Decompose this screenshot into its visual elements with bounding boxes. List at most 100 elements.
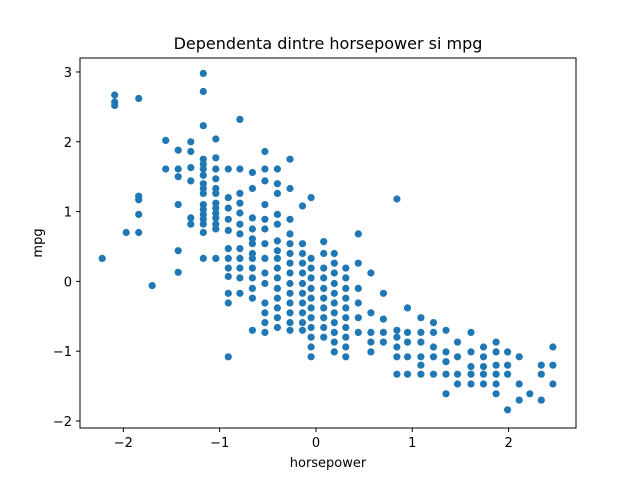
data-point [273,237,281,245]
data-point [273,189,281,197]
data-point [111,101,119,110]
data-point [224,254,232,262]
data-point [393,333,401,341]
data-point [261,225,269,233]
data-point [135,196,143,204]
plot-frame [79,57,577,429]
data-point [354,314,362,322]
data-point [467,363,475,371]
data-point [403,328,412,336]
data-point [298,240,307,248]
data-point [342,274,350,282]
data-point [320,304,328,312]
data-point [320,264,328,272]
data-point [403,370,412,378]
data-point [174,247,182,255]
data-point [403,353,412,361]
data-point [307,304,315,312]
data-point [549,380,557,388]
data-point [248,225,256,233]
data-point [298,289,307,297]
data-point [298,299,307,307]
data-point [187,147,195,156]
data-point [307,274,315,282]
data-point [261,254,269,262]
data-point [236,220,244,228]
x-tick-label: 1 [408,436,416,451]
data-point [393,195,401,203]
data-point [199,122,207,130]
data-point [298,202,307,210]
data-point [504,370,512,378]
data-point [212,225,220,233]
data-point [467,370,475,378]
data-point [492,338,500,346]
data-point [330,299,338,307]
data-point [286,326,294,334]
data-point [273,264,281,272]
chart-title: Dependenta dintre horsepower si mpg [174,34,483,53]
data-point [342,284,350,292]
data-point [286,309,294,317]
data-point [248,274,256,282]
data-point [286,249,294,258]
data-point [174,165,182,173]
data-point [515,353,523,361]
x-tick-label: 2 [504,436,512,451]
data-point [224,264,232,272]
y-tick-label: 2 [64,136,72,151]
x-axis: −2 −1 0 1 2 [114,428,513,451]
data-point [320,294,328,302]
data-point [298,269,307,277]
data-point [330,259,338,267]
data-point [174,268,182,276]
data-point [199,165,207,173]
data-point [417,338,425,346]
data-point [236,165,244,173]
data-point [537,396,545,404]
data-point [429,328,438,336]
data-point [307,343,315,351]
data-point [236,189,244,197]
data-point [354,284,362,292]
data-point [479,353,488,361]
data-point [307,264,315,272]
data-point [429,370,438,378]
data-point [479,343,488,351]
data-point [393,370,401,378]
data-point [417,370,425,378]
y-axis-label: mpg [31,228,46,257]
data-point [393,326,401,334]
data-point [354,328,362,336]
data-point [286,155,294,163]
data-point [367,348,375,356]
data-point [320,314,328,322]
data-point [286,259,294,267]
data-point [261,165,269,173]
x-tick-label: 0 [312,436,320,451]
data-point [273,314,281,322]
data-point [354,299,362,307]
data-point [467,380,475,388]
data-point [307,314,315,322]
data-point [248,184,256,193]
data-point [212,165,220,173]
data-point [515,380,523,388]
data-point [212,214,220,222]
data-point [393,343,401,351]
data-point [261,147,269,156]
data-point [342,264,350,272]
data-point [526,390,534,398]
data-point [248,326,256,334]
data-point [236,254,244,262]
data-point [273,180,281,188]
data-point [148,282,156,290]
data-point [537,361,545,369]
data-point [174,173,182,181]
data-point [417,353,425,361]
data-point [504,361,512,369]
data-point [286,279,294,288]
data-point [199,228,207,237]
data-point [367,309,375,317]
